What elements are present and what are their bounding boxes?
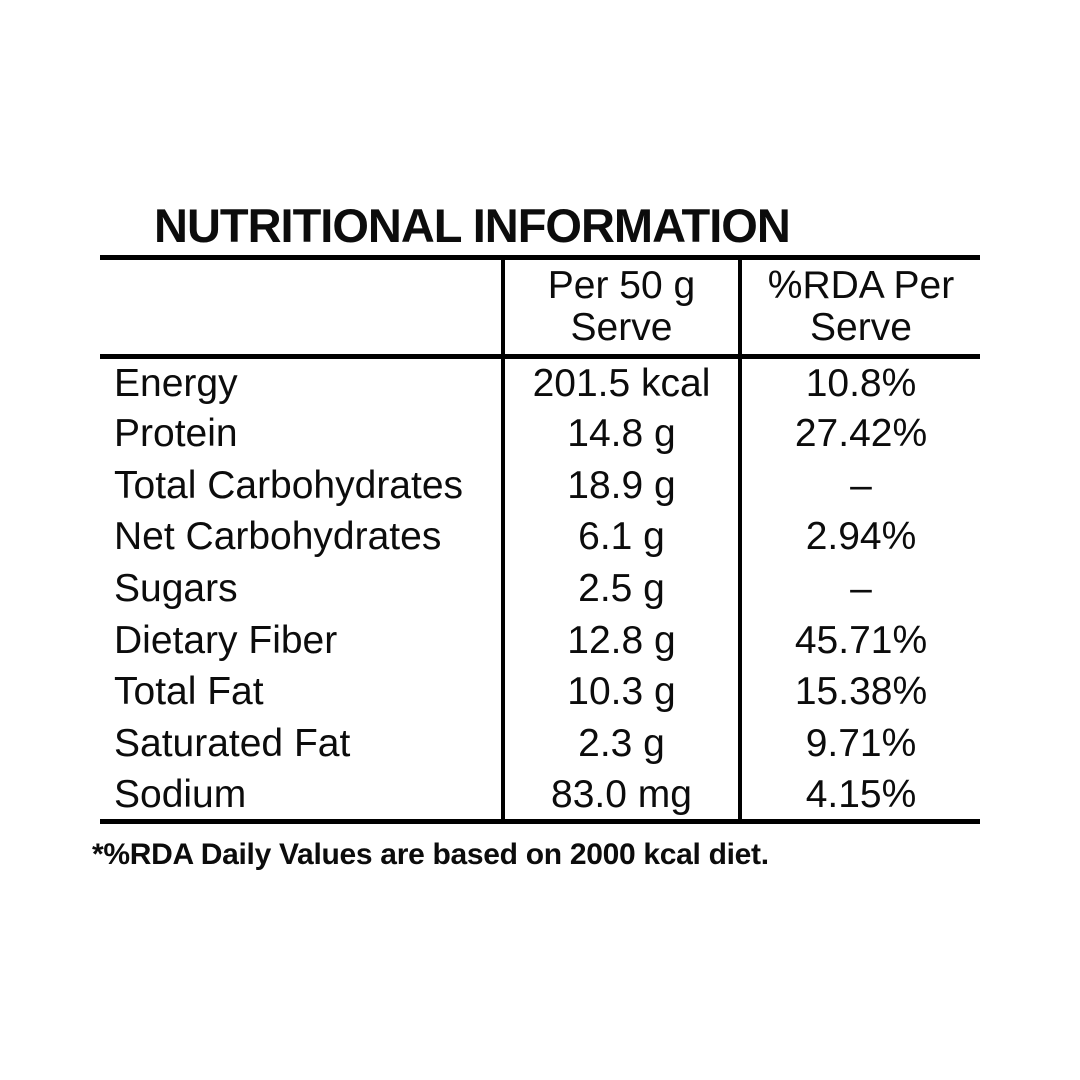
nutrient-label: Dietary Fiber <box>114 618 338 662</box>
col-header-blank <box>100 257 503 359</box>
nutrient-amount: 18.9 g <box>501 459 742 512</box>
rda-footnote: *%RDA Daily Values are based on 2000 kca… <box>92 838 769 871</box>
nutrient-amount: 14.8 g <box>501 408 742 460</box>
table-row: Saturated Fat 2.3 g 9.71% <box>100 718 980 770</box>
table-row: Net Carbohydrates 6.1 g 2.94% <box>100 511 980 564</box>
nutrient-rda: 45.71% <box>794 618 928 662</box>
nutrient-label: Saturated Fat <box>114 722 351 766</box>
nutrient-amount: 12.8 g <box>501 614 742 667</box>
table-row: Dietary Fiber 12.8 g 45.71% <box>100 614 980 667</box>
page-title: NUTRITIONAL INFORMATION <box>154 199 791 252</box>
nutrient-label: Protein <box>114 412 238 456</box>
nutrient-rda: – <box>850 567 872 611</box>
table-row: Sodium 83.0 mg 4.15% <box>100 770 980 822</box>
nutrient-rda: 15.38% <box>794 670 928 714</box>
table-row: Protein 14.8 g 27.42% <box>100 408 980 460</box>
nutrient-label: Total Fat <box>114 670 264 714</box>
nutrient-amount: 201.5 kcal <box>501 356 742 409</box>
nutrient-amount: 2.5 g <box>501 563 742 615</box>
table-body: Energy 201.5 kcal 10.8% Protein 14.8 g 2… <box>100 356 980 822</box>
nutrient-amount: 6.1 g <box>501 511 742 564</box>
nutrient-amount: 2.3 g <box>501 718 742 770</box>
nutrient-label: Net Carbohydrates <box>114 515 442 559</box>
table-row: Total Carbohydrates 18.9 g – <box>100 459 980 512</box>
nutrient-rda: 4.15% <box>805 772 917 816</box>
table-row: Energy 201.5 kcal 10.8% <box>100 356 980 409</box>
nutrient-label: Sodium <box>114 772 247 816</box>
table-row: Sugars 2.5 g – <box>100 563 980 615</box>
nutrient-rda: – <box>850 463 872 507</box>
col-header-per-serve: Per 50 g Serve <box>501 257 742 359</box>
nutrient-amount: 10.3 g <box>501 666 742 719</box>
header-row: Per 50 g Serve %RDA Per Serve <box>100 257 980 359</box>
nutrient-rda: 2.94% <box>805 515 917 559</box>
nutrition-table: Per 50 g Serve %RDA Per Serve Energy 201… <box>100 255 980 825</box>
table-header: Per 50 g Serve %RDA Per Serve <box>100 257 980 359</box>
nutrient-label: Sugars <box>114 567 238 611</box>
nutrient-label: Energy <box>114 361 238 405</box>
nutrient-rda: 27.42% <box>794 412 928 456</box>
nutrient-label: Total Carbohydrates <box>114 463 464 507</box>
col-header-rda: %RDA Per Serve <box>740 257 980 359</box>
table-row: Total Fat 10.3 g 15.38% <box>100 666 980 719</box>
nutrient-rda: 9.71% <box>805 722 917 766</box>
nutrient-amount: 83.0 mg <box>501 770 742 822</box>
nutrient-rda: 10.8% <box>805 361 917 405</box>
